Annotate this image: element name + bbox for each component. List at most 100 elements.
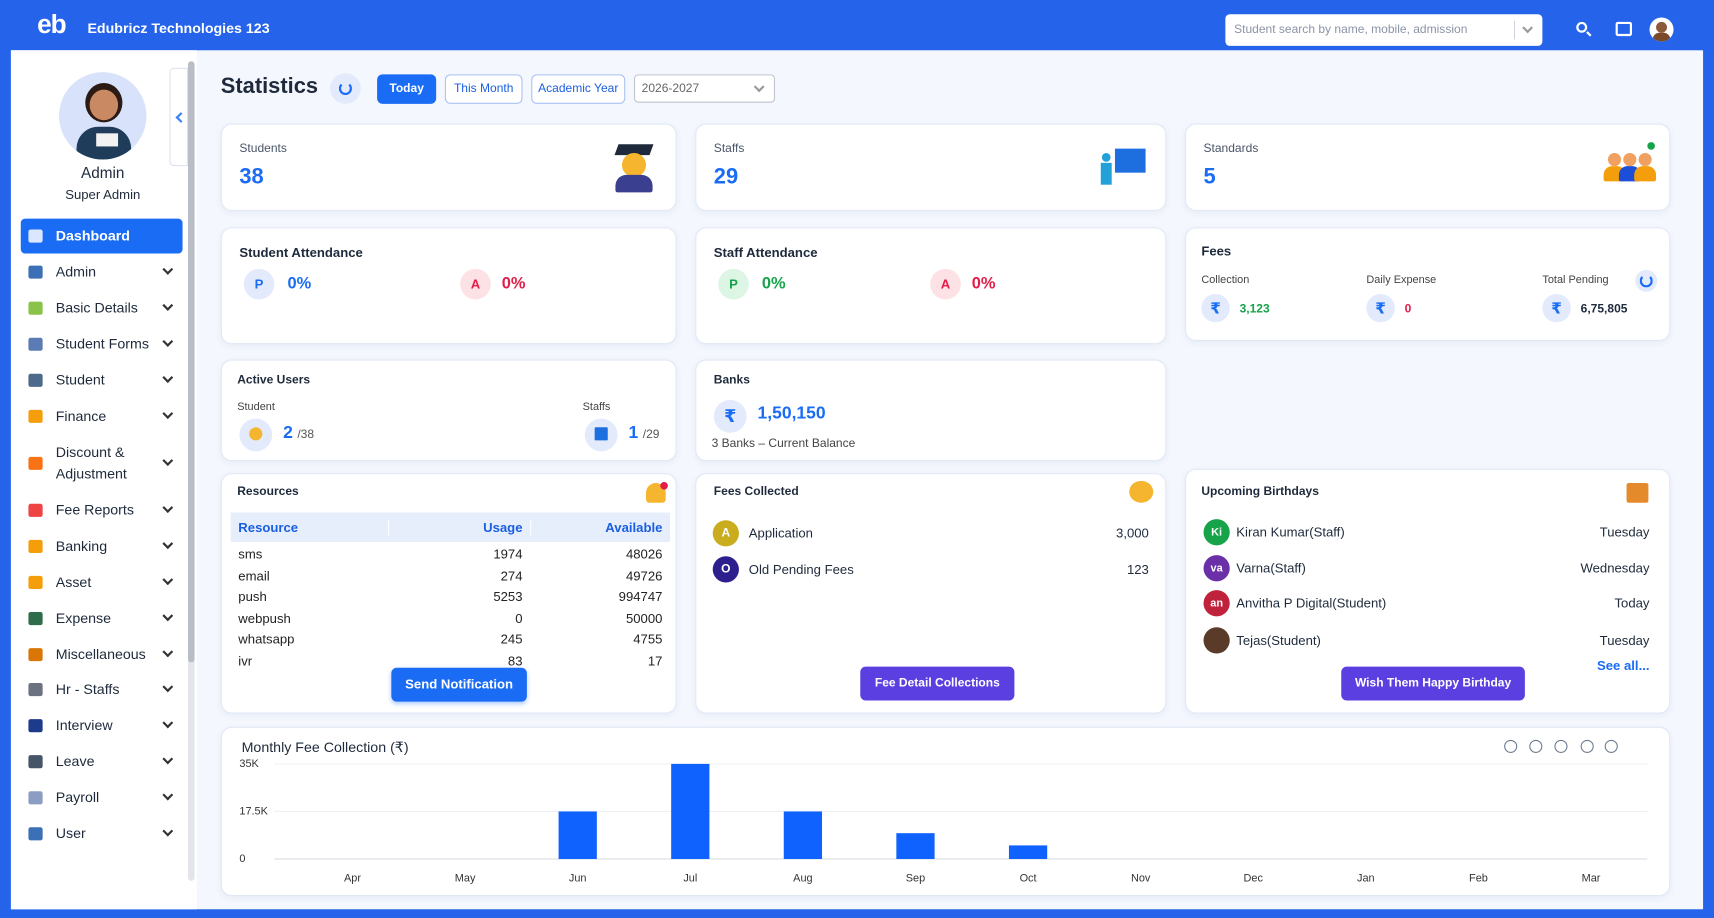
filter-button[interactable]: Academic Year xyxy=(531,74,626,104)
menu-item[interactable]: Finance xyxy=(55,407,107,425)
banks-card: Banks ₹1,50,150 3 Banks – Current Balance xyxy=(695,359,1167,462)
menu-item[interactable]: Payroll xyxy=(55,789,100,806)
menu-item[interactable]: Fee Reports xyxy=(55,501,134,519)
refresh-button[interactable] xyxy=(330,73,361,104)
present-badge: P xyxy=(243,268,275,300)
bar xyxy=(558,811,597,859)
table-cell: 245 xyxy=(500,631,523,647)
search-box[interactable]: Student search by name, mobile, admissio… xyxy=(1225,14,1543,46)
collapse-tab[interactable] xyxy=(169,67,189,167)
birthday-day: Tuesday xyxy=(1599,632,1650,649)
menu-item[interactable]: Banking xyxy=(55,537,108,555)
menu-icon xyxy=(28,683,43,697)
summary-card: Staffs 29 xyxy=(695,123,1167,211)
menu-icon xyxy=(28,648,43,662)
send-notification-button[interactable]: Send Notification xyxy=(391,667,527,702)
filter-button[interactable]: This Month xyxy=(444,74,523,104)
card-title: Fees xyxy=(1201,243,1232,260)
chat-icon[interactable] xyxy=(1615,21,1633,37)
chart-tool[interactable] xyxy=(1529,739,1543,753)
profile-role: Super Admin xyxy=(65,186,141,203)
menu-icon xyxy=(28,719,43,733)
bar xyxy=(896,833,935,859)
birthday-day: Today xyxy=(1614,595,1650,611)
menu-item[interactable]: Asset xyxy=(55,573,92,591)
menu-item[interactable]: Dashboard xyxy=(55,227,130,244)
icon-glyph xyxy=(249,427,263,441)
bell-dot xyxy=(660,481,668,490)
menu-icon xyxy=(28,612,43,626)
user-avatar[interactable] xyxy=(1649,17,1674,42)
x-tick-label: May xyxy=(455,873,476,885)
present-value: 0% xyxy=(287,274,312,293)
item-amount: 3,000 xyxy=(1116,525,1149,541)
table-cell: 83 xyxy=(507,652,523,669)
page-title: Statistics xyxy=(220,74,319,99)
menu-icon xyxy=(28,337,43,351)
fee-detail-button[interactable]: Fee Detail Collections xyxy=(860,666,1015,701)
menu-item[interactable]: Miscellaneous xyxy=(55,645,146,663)
table-cell: ivr xyxy=(238,652,253,669)
bank-note: 3 Banks – Current Balance xyxy=(711,437,856,451)
card-title: Resources xyxy=(237,485,299,499)
person-name: Anvitha P Digital(Student) xyxy=(1236,595,1387,611)
summary-label: Standards xyxy=(1203,142,1259,156)
chart-tool[interactable] xyxy=(1604,739,1618,753)
board xyxy=(1114,148,1146,173)
table-cell: 50000 xyxy=(625,610,663,626)
chart-tool[interactable] xyxy=(1580,739,1594,753)
summary-icon xyxy=(1603,142,1657,192)
chart-tool[interactable] xyxy=(1554,739,1568,753)
absent-badge: A xyxy=(460,268,491,300)
menu-item[interactable]: Hr - Staffs xyxy=(55,680,120,698)
item-name: Old Pending Fees xyxy=(748,561,854,578)
face xyxy=(621,153,647,178)
user-group-icon xyxy=(584,418,618,452)
column-header: Resource xyxy=(238,520,299,536)
menu-item[interactable]: Expense xyxy=(55,609,112,627)
company-name: Edubricz Technologies 123 xyxy=(87,19,270,37)
online-dot xyxy=(1647,142,1655,150)
menu-icon xyxy=(28,409,43,423)
menu-item[interactable]: Leave xyxy=(55,752,95,770)
menu-icon xyxy=(28,265,43,279)
user-total: /38 xyxy=(297,428,315,442)
menu-item[interactable]: Basic Details xyxy=(55,299,138,316)
table-cell: 49726 xyxy=(625,567,663,584)
menu-item[interactable]: User xyxy=(55,825,86,842)
table-cell: 0 xyxy=(515,610,523,626)
year-select[interactable]: 2026-2027 xyxy=(634,74,776,103)
see-all-link[interactable]: See all... xyxy=(1596,657,1650,674)
currency-icon: ₹ xyxy=(1542,293,1571,323)
menu-item[interactable]: Discount & Adjustment xyxy=(55,443,127,482)
gown xyxy=(615,174,653,193)
logo: eb xyxy=(37,9,67,40)
x-tick-label: Jul xyxy=(683,873,697,885)
menu-icon xyxy=(28,456,43,470)
wish-button[interactable]: Wish Them Happy Birthday xyxy=(1341,666,1525,701)
filter-button[interactable]: Today xyxy=(377,74,437,104)
menu-item[interactable]: Admin xyxy=(55,263,97,280)
menu-icon xyxy=(28,575,43,590)
fees-refresh[interactable] xyxy=(1635,269,1658,292)
y-tick-label: 17.5K xyxy=(239,805,268,817)
present-badge: P xyxy=(718,268,749,300)
bar xyxy=(671,763,710,859)
absent-value: 0% xyxy=(971,274,996,293)
birthdays-card: Upcoming Birthdays Ki Kiran Kumar(Staff) Tu… xyxy=(1184,468,1671,714)
absent-badge: A xyxy=(930,268,961,300)
avatar-face xyxy=(1656,21,1667,33)
menu-item[interactable]: Student xyxy=(55,371,105,388)
menu-item[interactable]: Interview xyxy=(55,716,113,734)
birthday-day: Tuesday xyxy=(1599,524,1650,540)
person-badge: an xyxy=(1203,590,1230,617)
card-title: Student Attendance xyxy=(239,244,363,261)
table-cell: 48026 xyxy=(625,546,663,562)
chart-tool[interactable] xyxy=(1504,739,1518,753)
menu-active[interactable] xyxy=(20,218,183,254)
menu-icon xyxy=(28,539,43,553)
x-tick-label: Jan xyxy=(1357,873,1375,885)
menu-icon xyxy=(28,755,43,769)
menu-item[interactable]: Student Forms xyxy=(55,335,149,352)
search-icon[interactable] xyxy=(1576,21,1592,37)
